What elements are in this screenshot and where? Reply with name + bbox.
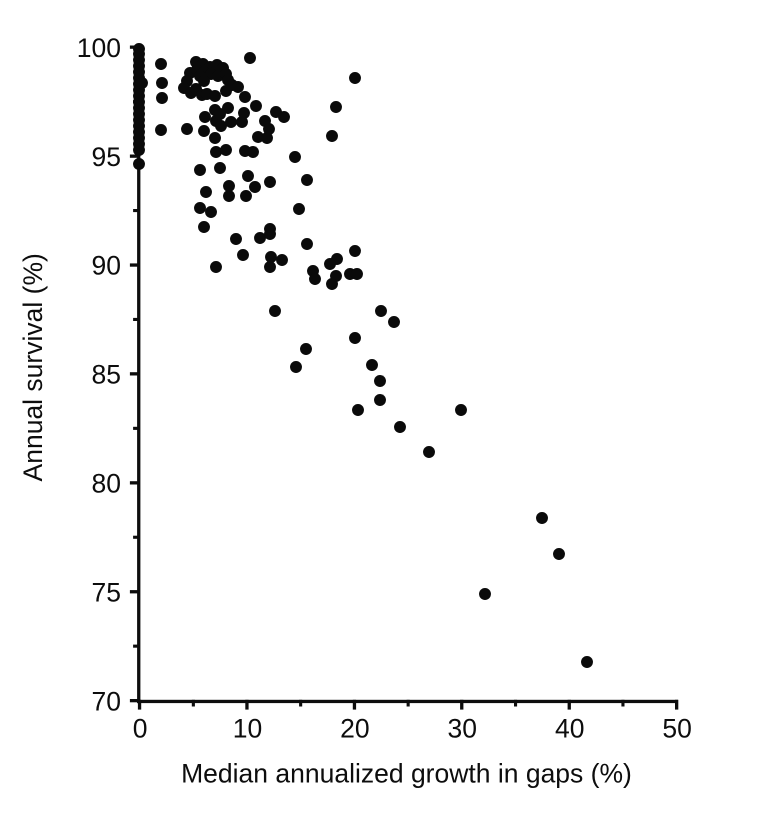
- svg-text:20: 20: [340, 714, 369, 744]
- svg-text:70: 70: [92, 686, 121, 716]
- svg-text:95: 95: [92, 142, 121, 172]
- svg-text:75: 75: [92, 577, 121, 607]
- svg-text:50: 50: [662, 714, 691, 744]
- svg-text:80: 80: [92, 469, 121, 499]
- svg-text:0: 0: [133, 714, 148, 744]
- svg-text:Annual survival (%): Annual survival (%): [18, 253, 48, 481]
- svg-text:90: 90: [92, 251, 121, 281]
- svg-text:30: 30: [448, 714, 477, 744]
- svg-text:10: 10: [233, 714, 262, 744]
- svg-text:40: 40: [555, 714, 584, 744]
- svg-text:85: 85: [92, 360, 121, 390]
- svg-text:100: 100: [77, 33, 121, 63]
- svg-text:Median annualized growth in ga: Median annualized growth in gaps (%): [181, 758, 632, 788]
